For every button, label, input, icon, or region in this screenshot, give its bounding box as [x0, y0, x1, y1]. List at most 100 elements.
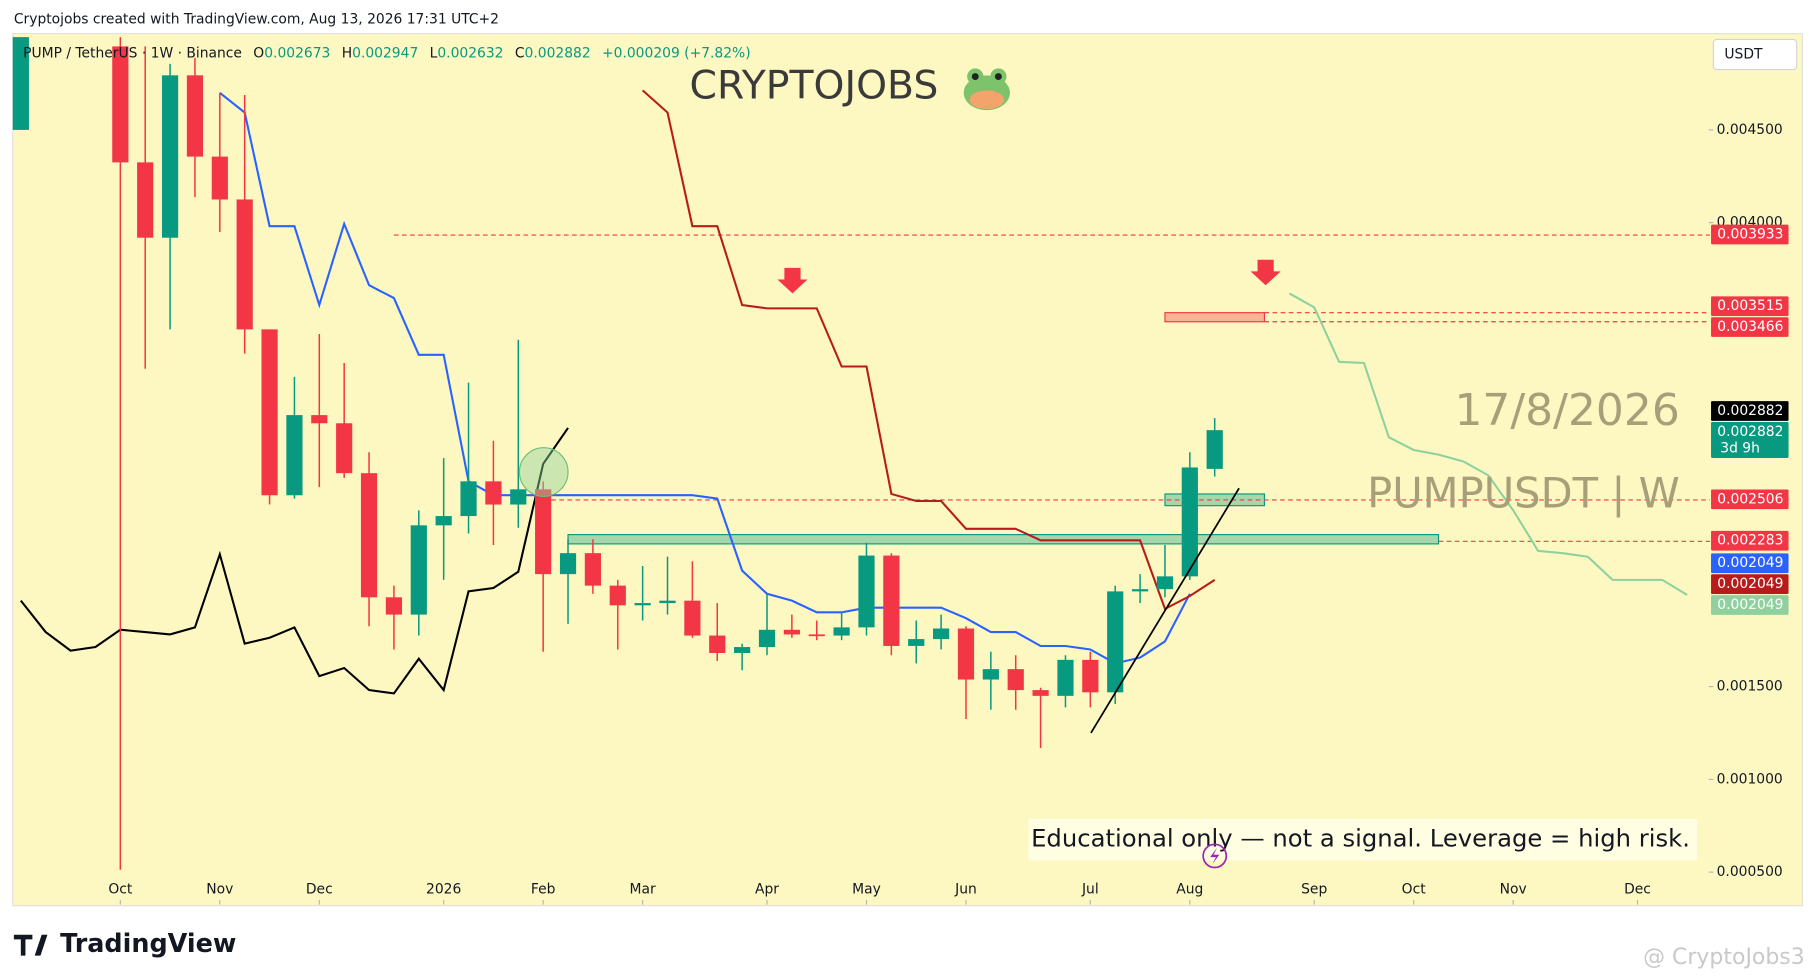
disclaimer-box [1028, 818, 1698, 861]
x-tick-label: Nov [206, 882, 233, 898]
price-label-box [1711, 422, 1789, 458]
candle-body [1007, 669, 1024, 691]
x-tick-label: Mar [630, 882, 656, 898]
y-tick-label: 0.004500 [1717, 122, 1783, 138]
candle-body [1181, 467, 1198, 577]
candle-body [385, 597, 403, 615]
candle-body [783, 629, 800, 635]
x-tick-label: May [852, 882, 881, 898]
countdown: 3d 9h [1720, 441, 1760, 457]
trend-line [1090, 487, 1240, 734]
candle-body [435, 516, 452, 526]
currency-button[interactable] [1712, 38, 1798, 71]
candle-body [1206, 430, 1223, 469]
candle-body [584, 553, 601, 586]
indicator-line [219, 91, 1191, 665]
candle-body [1057, 659, 1074, 696]
x-tick-label: Jul [1081, 882, 1099, 898]
price-label: 0.003933 [1717, 227, 1783, 243]
candle-body [261, 329, 278, 496]
candle-body [1032, 690, 1049, 696]
price-label: 0.002049 [1717, 576, 1783, 592]
disclaimer: Educational only — not a signal. Leverag… [1031, 824, 1690, 853]
price-label: 0.002049 [1717, 555, 1783, 571]
indicator-line [1288, 292, 1688, 596]
frog-icon [963, 68, 1010, 111]
brand: TradingView [60, 929, 236, 959]
y-tick-label: 0.001000 [1717, 771, 1783, 787]
candle-body [659, 600, 676, 604]
price-label-box [1711, 489, 1789, 510]
candle-body [211, 156, 228, 200]
brand-logo [13, 934, 48, 956]
candle-body [709, 635, 726, 653]
arrow-down [777, 267, 808, 294]
candle-body [1107, 591, 1124, 693]
credit: Cryptojobs created with TradingView.com,… [14, 12, 499, 28]
price-label-box [1711, 317, 1789, 337]
candle-body [1156, 576, 1174, 590]
candle-body [236, 199, 253, 330]
indicator-line [20, 427, 569, 695]
price-label-box [1711, 553, 1789, 574]
chart-title: CRYPTOJOBS [690, 63, 939, 109]
chart-pane [12, 33, 1804, 907]
candle-body [410, 525, 427, 615]
watermark: @ CryptoJobs3 [1643, 945, 1805, 970]
indicator-line [641, 89, 1216, 611]
candle-body [734, 647, 751, 653]
x-tick-label: Dec [1624, 882, 1651, 898]
candle-body [360, 473, 378, 598]
symbol-annotation: PUMPUSDT | W [1367, 468, 1680, 517]
candle-body [161, 75, 179, 238]
candle-body [908, 639, 925, 646]
ohlc-key: C [515, 45, 525, 61]
ohlc-value: 0.002882 [525, 45, 591, 61]
x-tick-label: Oct [1402, 882, 1427, 898]
x-tick-label: Aug [1176, 882, 1203, 898]
candle-body [286, 415, 303, 496]
candle-body [609, 585, 626, 606]
x-tick-label: 2026 [426, 882, 461, 898]
x-tick-label: Sep [1301, 882, 1327, 898]
candle-body [858, 555, 875, 628]
plot: 0.0005000.0010000.0015000.0040000.004500… [12, 37, 1789, 905]
y-tick-label: 0.000500 [1717, 864, 1783, 880]
price-label-box [1711, 224, 1789, 245]
price-label-box [1711, 296, 1789, 317]
ohlc-key: L [430, 45, 438, 61]
candle-body [957, 628, 975, 680]
price-label: 0.002882 [1717, 403, 1783, 419]
price-label: 0.003466 [1717, 319, 1783, 335]
ohlc-value: 0.002947 [352, 45, 418, 61]
candle-body [684, 600, 701, 636]
price-label-box [1711, 530, 1789, 551]
candle-body [12, 37, 29, 130]
candle-body [460, 481, 477, 517]
currency: USDT [1724, 46, 1763, 62]
candle-body [311, 415, 328, 424]
candle-body [186, 75, 204, 157]
price-label: 0.002506 [1717, 491, 1783, 507]
zone [1164, 312, 1266, 323]
candle-body [510, 489, 527, 505]
x-tick-label: Oct [108, 882, 133, 898]
candle-body [336, 423, 353, 474]
price-label: 0.002882 [1717, 424, 1783, 440]
price-label-box [1711, 595, 1789, 615]
alert-icon[interactable] [1202, 843, 1228, 869]
ohlc-key: O [253, 45, 264, 61]
candle-body [758, 629, 776, 648]
ohlc-value: 0.002673 [264, 45, 330, 61]
candle-body [833, 627, 850, 636]
x-tick-label: Dec [306, 882, 333, 898]
candle-body [982, 669, 999, 680]
date-annotation: 17/8/2026 [1454, 385, 1679, 436]
zone [567, 534, 1440, 545]
x-tick-label: Nov [1500, 882, 1527, 898]
highlight-circle [518, 447, 569, 497]
alert-bolt [1210, 847, 1220, 865]
candle-body [535, 489, 552, 575]
